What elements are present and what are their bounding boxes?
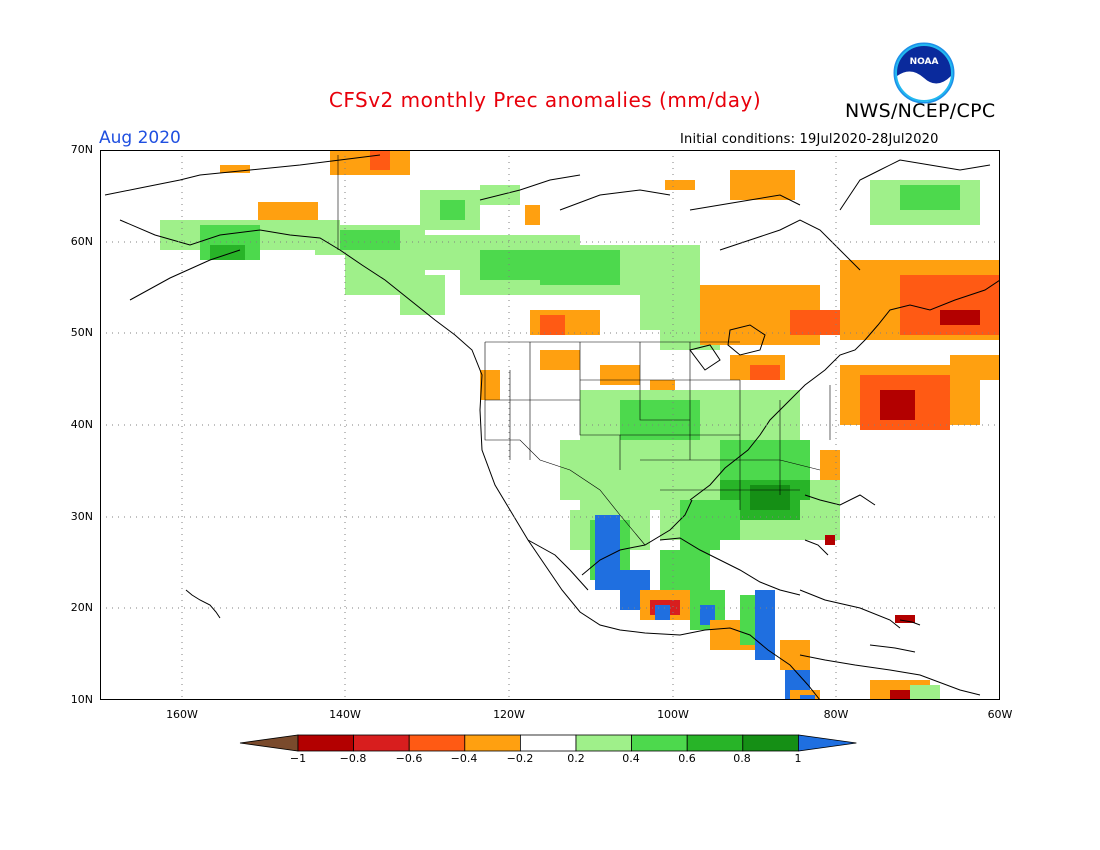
lon-label-160w: 160W [166, 708, 198, 721]
colorbar-cell [575, 734, 632, 752]
anomaly-region [660, 550, 710, 590]
anomaly-region [680, 520, 720, 550]
anomaly-region [950, 355, 1000, 380]
anomaly-region [525, 205, 540, 225]
anomaly-region [540, 315, 565, 335]
colorbar-label-neg06: −0.6 [395, 752, 423, 765]
anomaly-region [750, 485, 790, 510]
anomaly-region [258, 202, 318, 220]
colorbar-cell-under [239, 734, 299, 752]
anomaly-region [900, 275, 1000, 335]
lon-label-140w: 140W [329, 708, 361, 721]
lon-label-60w: 60W [987, 708, 1013, 721]
colorbar-cell [353, 734, 410, 752]
anomaly-region [370, 150, 390, 170]
anomaly-region [780, 640, 810, 670]
lon-label-100w: 100W [657, 708, 689, 721]
anomaly-region [940, 310, 980, 325]
anomaly-region [895, 615, 915, 623]
lat-label-70n: 70N [70, 143, 93, 156]
lat-label-30n: 30N [70, 510, 93, 523]
precip-anomaly-map [100, 150, 1000, 700]
anomaly-region [540, 250, 620, 285]
coastlines [104, 154, 1000, 700]
anomaly-region [665, 180, 695, 190]
colorbar-label-neg08: −0.8 [339, 752, 367, 765]
anomaly-region [800, 500, 840, 540]
noaa-logo-icon: NOAA [893, 42, 955, 104]
anomaly-region [890, 690, 910, 700]
anomaly-region [220, 165, 250, 173]
anomaly-region [730, 170, 795, 200]
anomaly-region [655, 605, 670, 620]
agency-label: NWS/NCEP/CPC [845, 100, 996, 122]
anomaly-region [440, 200, 465, 220]
colorbar-label-06: 0.6 [678, 752, 696, 765]
anomaly-region [560, 440, 620, 500]
lat-label-50n: 50N [70, 326, 93, 339]
lat-label-40n: 40N [70, 418, 93, 431]
svg-text:NOAA: NOAA [910, 57, 939, 67]
anomaly-region [340, 230, 400, 250]
anomaly-region [480, 250, 540, 280]
forecast-month: Aug 2020 [99, 128, 181, 148]
colorbar-cell [297, 734, 354, 752]
colorbar-label-04: 0.4 [622, 752, 640, 765]
colorbar-cell [464, 734, 521, 752]
graticule [100, 150, 1000, 700]
lat-label-60n: 60N [70, 235, 93, 248]
anomaly-region [910, 685, 940, 700]
lat-label-10n: 10N [70, 693, 93, 706]
lon-label-80w: 80W [823, 708, 849, 721]
initial-conditions: Initial conditions: 19Jul2020-28Jul2020 [680, 132, 939, 147]
colorbar-label-neg02: −0.2 [506, 752, 534, 765]
anomaly-region [825, 535, 835, 545]
anomaly-region [755, 590, 775, 660]
colorbar-cell [519, 734, 577, 752]
anomaly-region [900, 185, 960, 210]
anomaly-region [880, 390, 915, 420]
anomaly-region [600, 365, 640, 385]
colorbar-cell [686, 734, 744, 752]
colorbar-label-neg04: −0.4 [450, 752, 478, 765]
colorbar-cell-over [798, 734, 857, 752]
colorbar [239, 734, 857, 752]
anomaly-region [400, 275, 445, 315]
colorbar-cell [408, 734, 466, 752]
anomaly-region [540, 350, 580, 370]
colorbar-label-neg1: −1 [289, 752, 307, 765]
colorbar-cell [631, 734, 688, 752]
colorbar-label-02: 0.2 [567, 752, 585, 765]
anomaly-region [210, 245, 245, 260]
anomaly-region [595, 515, 620, 590]
anomaly-region [750, 365, 780, 380]
colorbar-label-1: 1 [794, 752, 802, 765]
colorbar-label-08: 0.8 [733, 752, 751, 765]
anomaly-region [800, 695, 815, 700]
anomaly-region [480, 370, 500, 400]
chart-title: CFSv2 monthly Prec anomalies (mm/day) [328, 88, 762, 112]
lat-label-20n: 20N [70, 601, 93, 614]
lon-label-120w: 120W [493, 708, 525, 721]
anomaly-cells [160, 150, 1000, 700]
colorbar-cell [742, 734, 799, 752]
anomaly-region [820, 450, 840, 480]
